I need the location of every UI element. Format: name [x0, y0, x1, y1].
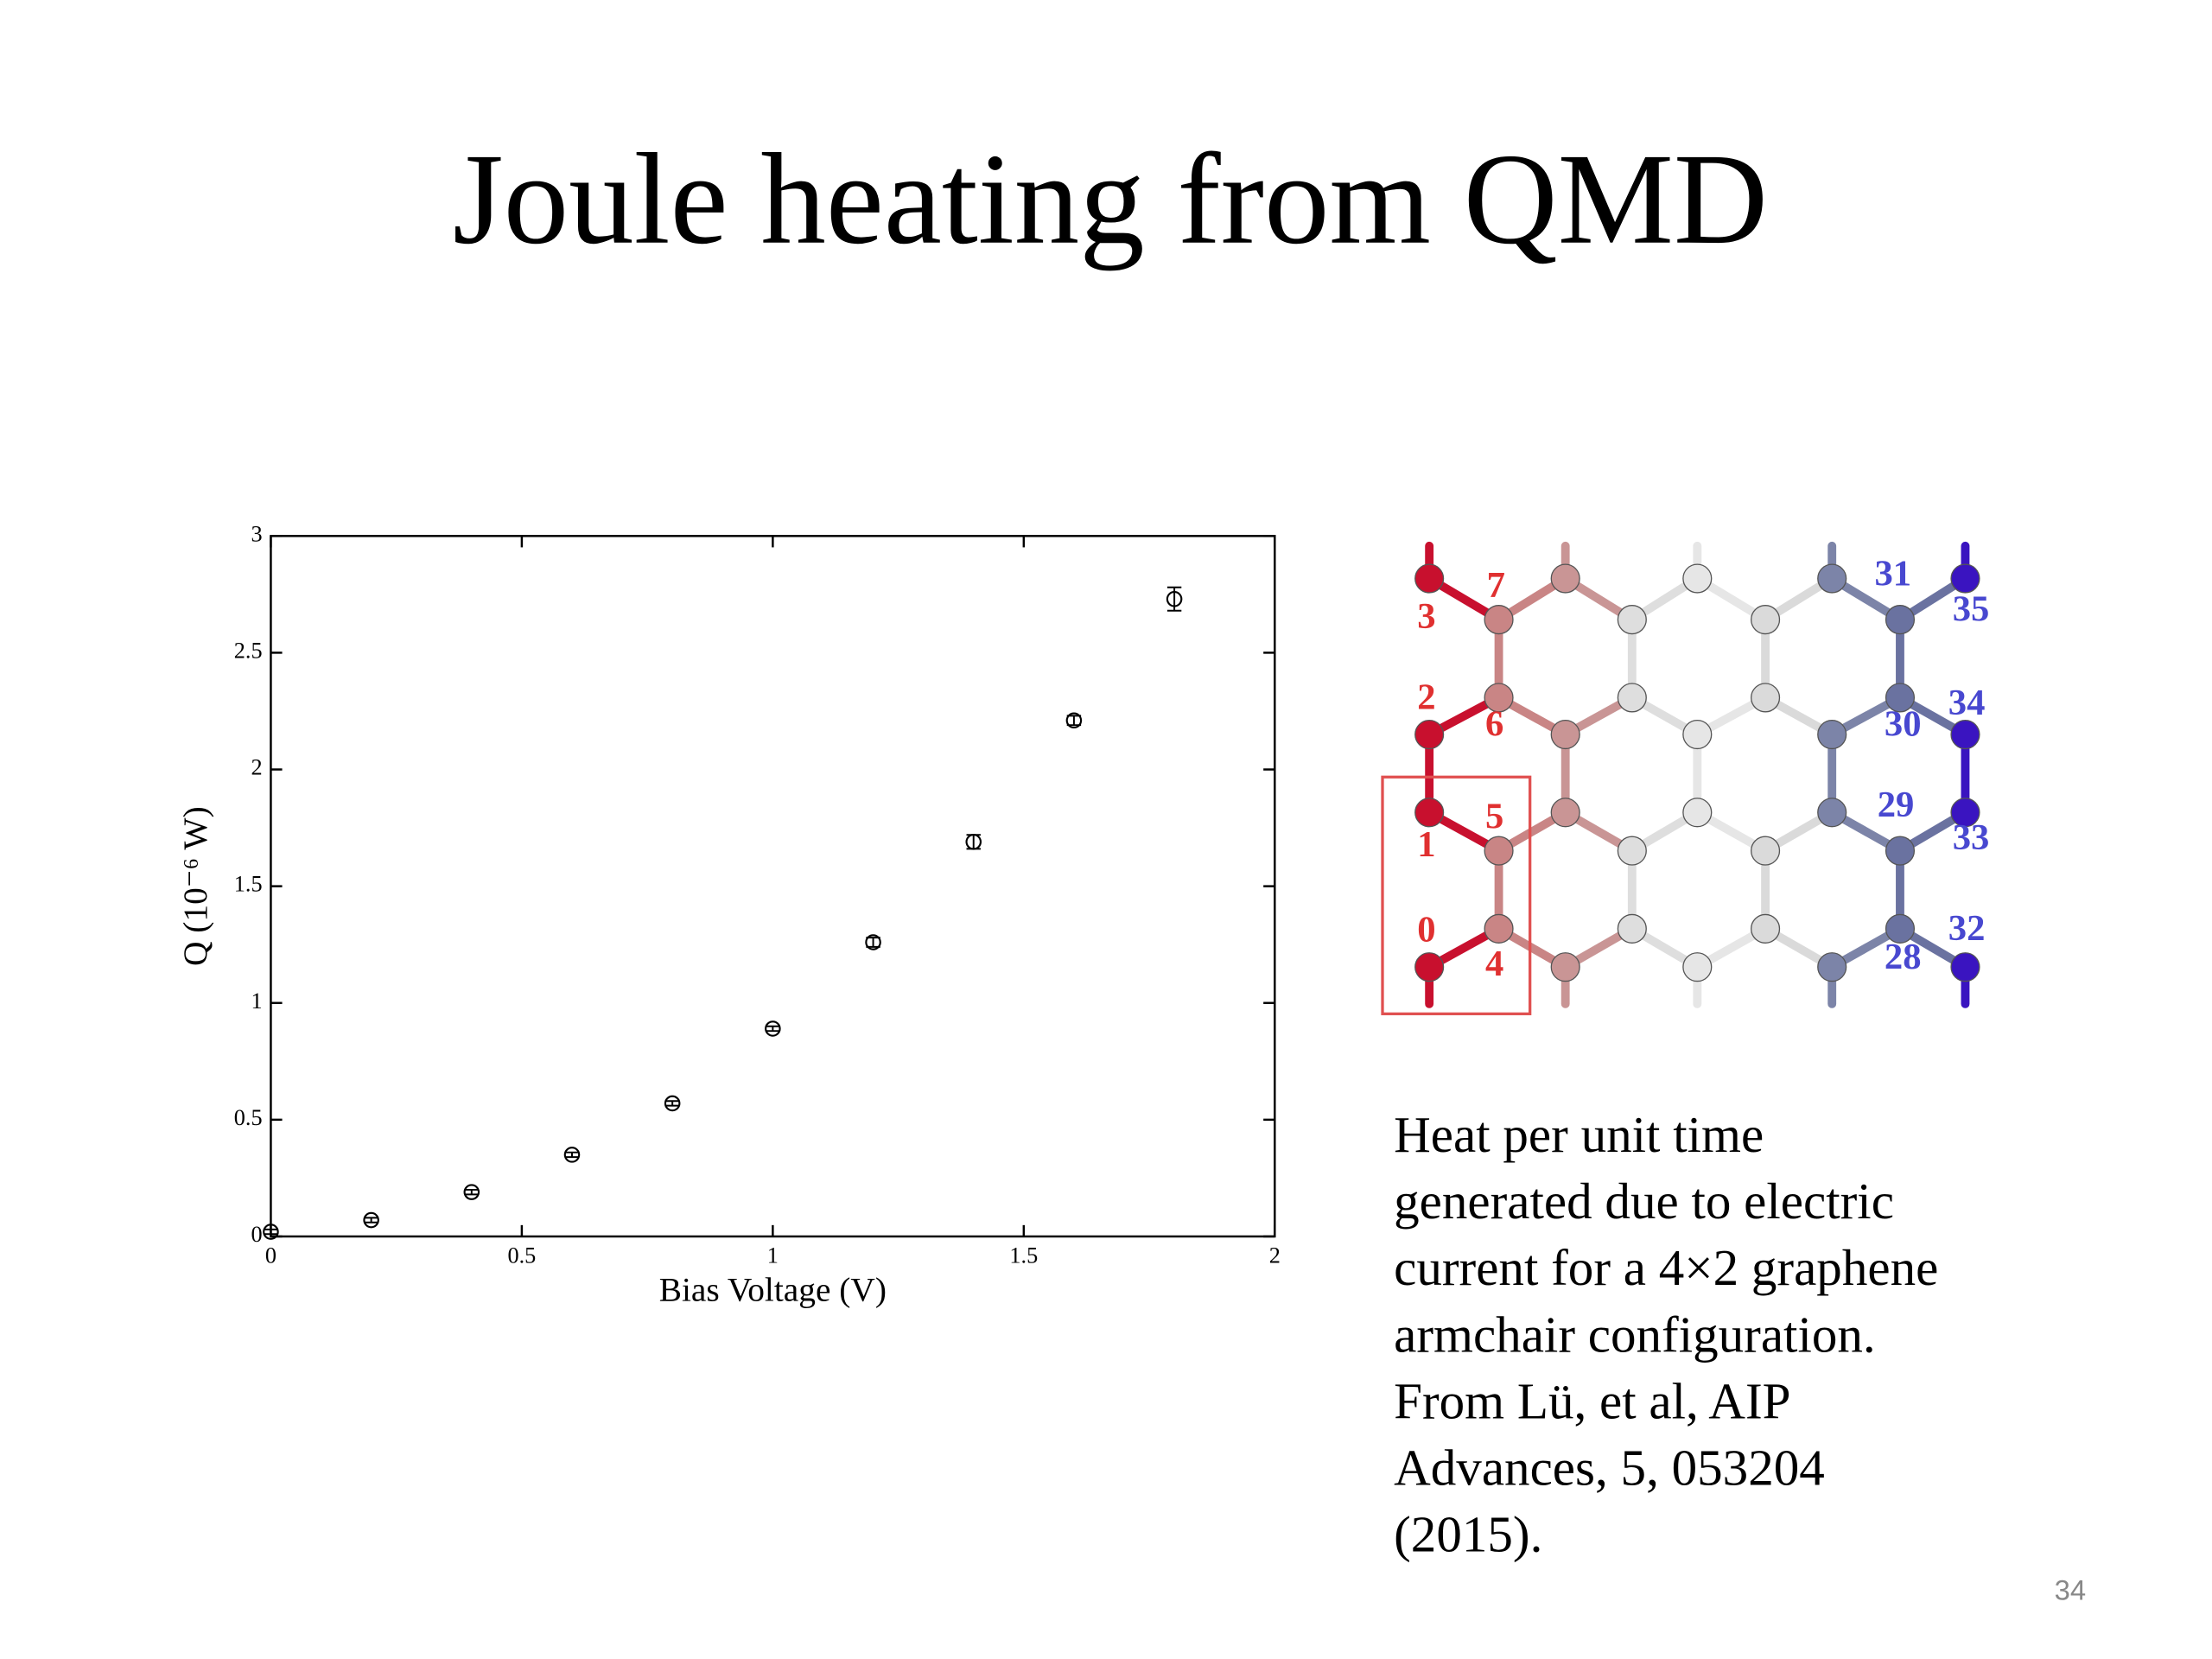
atom: [1414, 952, 1445, 982]
atom-label: 6: [1485, 704, 1503, 745]
atom: [1751, 913, 1781, 944]
atom-label: 1: [1417, 824, 1435, 865]
atom: [1751, 836, 1781, 866]
data-point: [765, 1020, 781, 1037]
atom-label: 32: [1948, 908, 1986, 949]
atom-label: 2: [1417, 677, 1435, 717]
atom: [1885, 683, 1916, 713]
x-tick-label: 1.5: [1009, 1243, 1038, 1268]
error-bar: [766, 1025, 780, 1033]
y-tick-label: 3: [251, 521, 262, 546]
atom: [1550, 719, 1580, 750]
data-point: [865, 934, 881, 950]
error-bar: [1066, 715, 1082, 727]
error-bar: [464, 1188, 480, 1196]
unit-cell-box: [1381, 775, 1532, 1015]
caption-line: current for a 4×2 graphene: [1394, 1239, 1938, 1296]
y-tick-label: 1.5: [234, 872, 263, 897]
atom: [1617, 836, 1647, 866]
data-point: [1166, 590, 1183, 607]
atom: [1885, 836, 1916, 866]
y-tick-label: 0: [251, 1222, 262, 1247]
atom-label: 0: [1417, 910, 1435, 950]
atom: [1550, 563, 1580, 594]
atom-label: 33: [1953, 817, 1990, 858]
atom-label: 4: [1485, 944, 1503, 984]
atom: [1751, 605, 1781, 635]
error-bar: [1166, 586, 1182, 612]
atom-label: 3: [1417, 596, 1435, 637]
data-point: [563, 1147, 581, 1163]
atom: [1682, 952, 1713, 982]
atom: [1885, 605, 1916, 635]
error-bar: [564, 1151, 580, 1159]
data-point: [263, 1224, 279, 1240]
x-tick-label: 2: [1269, 1243, 1281, 1268]
atom: [1950, 798, 1980, 828]
atom-label: 31: [1874, 554, 1911, 594]
x-tick-label: 0: [265, 1243, 276, 1268]
atom: [1950, 719, 1980, 750]
atom: [1484, 605, 1514, 635]
atom-label: 34: [1948, 683, 1986, 723]
x-tick-label: 0.5: [507, 1243, 536, 1268]
caption-line: Advances, 5, 053204: [1394, 1440, 1825, 1497]
caption-line: (2015).: [1394, 1506, 1542, 1563]
y-tick-label: 1: [251, 988, 262, 1014]
error-bar: [866, 937, 880, 948]
atom: [1617, 913, 1647, 944]
error-bar: [264, 1228, 278, 1236]
atom: [1550, 952, 1580, 982]
atom: [1414, 563, 1445, 594]
caption-line: From Lü, et al, AIP: [1394, 1372, 1790, 1429]
atom: [1950, 952, 1980, 982]
slide-title: Joule heating from QMD: [453, 126, 1768, 271]
atom-label: 28: [1885, 937, 1922, 977]
caption-line: armchair configuration.: [1394, 1306, 1876, 1363]
atom: [1414, 719, 1445, 750]
atom: [1817, 952, 1847, 982]
y-tick-label: 0.5: [234, 1105, 263, 1130]
atom: [1817, 563, 1847, 594]
atom: [1885, 913, 1916, 944]
atom: [1414, 798, 1445, 828]
x-axis-label: Bias Voltage (V): [659, 1271, 887, 1309]
data-point: [1065, 712, 1083, 729]
atom-label: 35: [1953, 589, 1990, 630]
data-point: [363, 1211, 379, 1229]
data-point: [463, 1184, 480, 1200]
y-tick-label: 2: [251, 755, 262, 780]
caption-line: Heat per unit time: [1394, 1106, 1764, 1163]
error-bar: [664, 1100, 680, 1107]
atom-label: 30: [1885, 704, 1922, 745]
atom: [1950, 563, 1980, 594]
atom: [1817, 719, 1847, 750]
atom-label: 7: [1487, 565, 1505, 606]
atom: [1682, 719, 1713, 750]
page-number: 34: [2055, 1574, 2087, 1606]
atom: [1484, 683, 1514, 713]
atom: [1617, 683, 1647, 713]
atom: [1682, 798, 1713, 828]
atom: [1550, 798, 1580, 828]
data-point: [965, 834, 982, 850]
y-tick-label: 2.5: [234, 638, 263, 663]
error-bar: [364, 1217, 378, 1224]
atom-label: 5: [1485, 796, 1503, 836]
x-tick-label: 1: [767, 1243, 779, 1268]
atom: [1682, 563, 1713, 594]
plot-frame: [270, 535, 1276, 1238]
y-axis-label: Q (10⁻⁶ W): [176, 806, 214, 966]
caption-line: generated due to electric: [1394, 1173, 1894, 1230]
data-point: [664, 1095, 681, 1112]
atom: [1751, 683, 1781, 713]
atom: [1484, 913, 1514, 944]
atom-label: 29: [1878, 785, 1915, 825]
atom: [1484, 836, 1514, 866]
atom: [1617, 605, 1647, 635]
atom: [1817, 798, 1847, 828]
